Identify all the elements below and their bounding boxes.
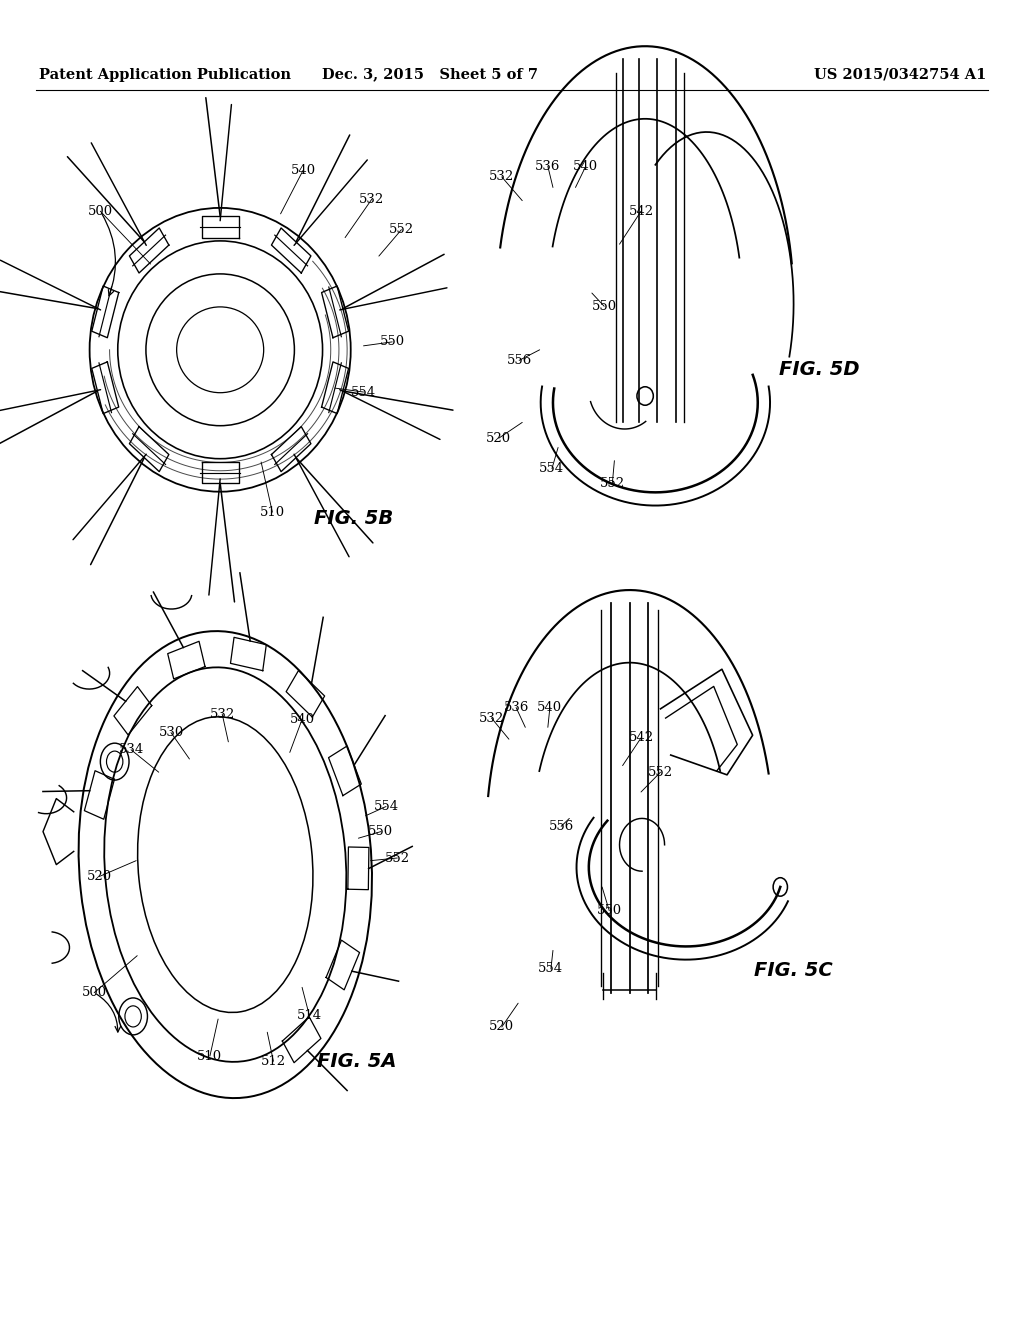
Text: 542: 542 — [629, 731, 653, 744]
Text: 536: 536 — [504, 701, 528, 714]
Text: 554: 554 — [374, 800, 398, 813]
Text: 512: 512 — [261, 1055, 286, 1068]
Text: 540: 540 — [538, 701, 562, 714]
Text: 514: 514 — [297, 1008, 322, 1022]
Text: 550: 550 — [369, 825, 393, 838]
Text: Dec. 3, 2015   Sheet 5 of 7: Dec. 3, 2015 Sheet 5 of 7 — [323, 67, 538, 82]
Text: 500: 500 — [88, 205, 113, 218]
Text: 530: 530 — [159, 726, 183, 739]
Text: 556: 556 — [549, 820, 573, 833]
Text: FIG. 5B: FIG. 5B — [313, 510, 393, 528]
Text: 554: 554 — [539, 962, 563, 975]
Text: 554: 554 — [351, 385, 376, 399]
Text: Patent Application Publication: Patent Application Publication — [39, 67, 291, 82]
Text: 520: 520 — [87, 870, 112, 883]
Text: 510: 510 — [198, 1049, 222, 1063]
Text: 554: 554 — [540, 462, 564, 475]
Text: 532: 532 — [479, 711, 504, 725]
Text: 540: 540 — [290, 713, 314, 726]
Text: 510: 510 — [260, 506, 285, 519]
Text: 520: 520 — [486, 432, 511, 445]
Text: 542: 542 — [629, 205, 653, 218]
Text: 532: 532 — [210, 708, 234, 721]
Text: 550: 550 — [592, 300, 616, 313]
Text: 536: 536 — [536, 160, 560, 173]
Text: 552: 552 — [385, 851, 410, 865]
Text: FIG. 5C: FIG. 5C — [755, 961, 833, 979]
Text: 534: 534 — [119, 743, 143, 756]
Text: 556: 556 — [507, 354, 531, 367]
Text: FIG. 5A: FIG. 5A — [316, 1052, 396, 1071]
Text: 520: 520 — [489, 1020, 514, 1034]
Text: FIG. 5D: FIG. 5D — [779, 360, 859, 379]
Text: 500: 500 — [82, 986, 106, 999]
Text: 550: 550 — [597, 904, 622, 917]
Text: 552: 552 — [648, 766, 673, 779]
Text: 552: 552 — [389, 223, 414, 236]
Text: 550: 550 — [380, 335, 404, 348]
Text: 552: 552 — [600, 477, 625, 490]
Text: 540: 540 — [291, 164, 315, 177]
Text: 532: 532 — [489, 170, 514, 183]
Text: US 2015/0342754 A1: US 2015/0342754 A1 — [814, 67, 986, 82]
Text: 540: 540 — [573, 160, 598, 173]
Text: 532: 532 — [359, 193, 384, 206]
